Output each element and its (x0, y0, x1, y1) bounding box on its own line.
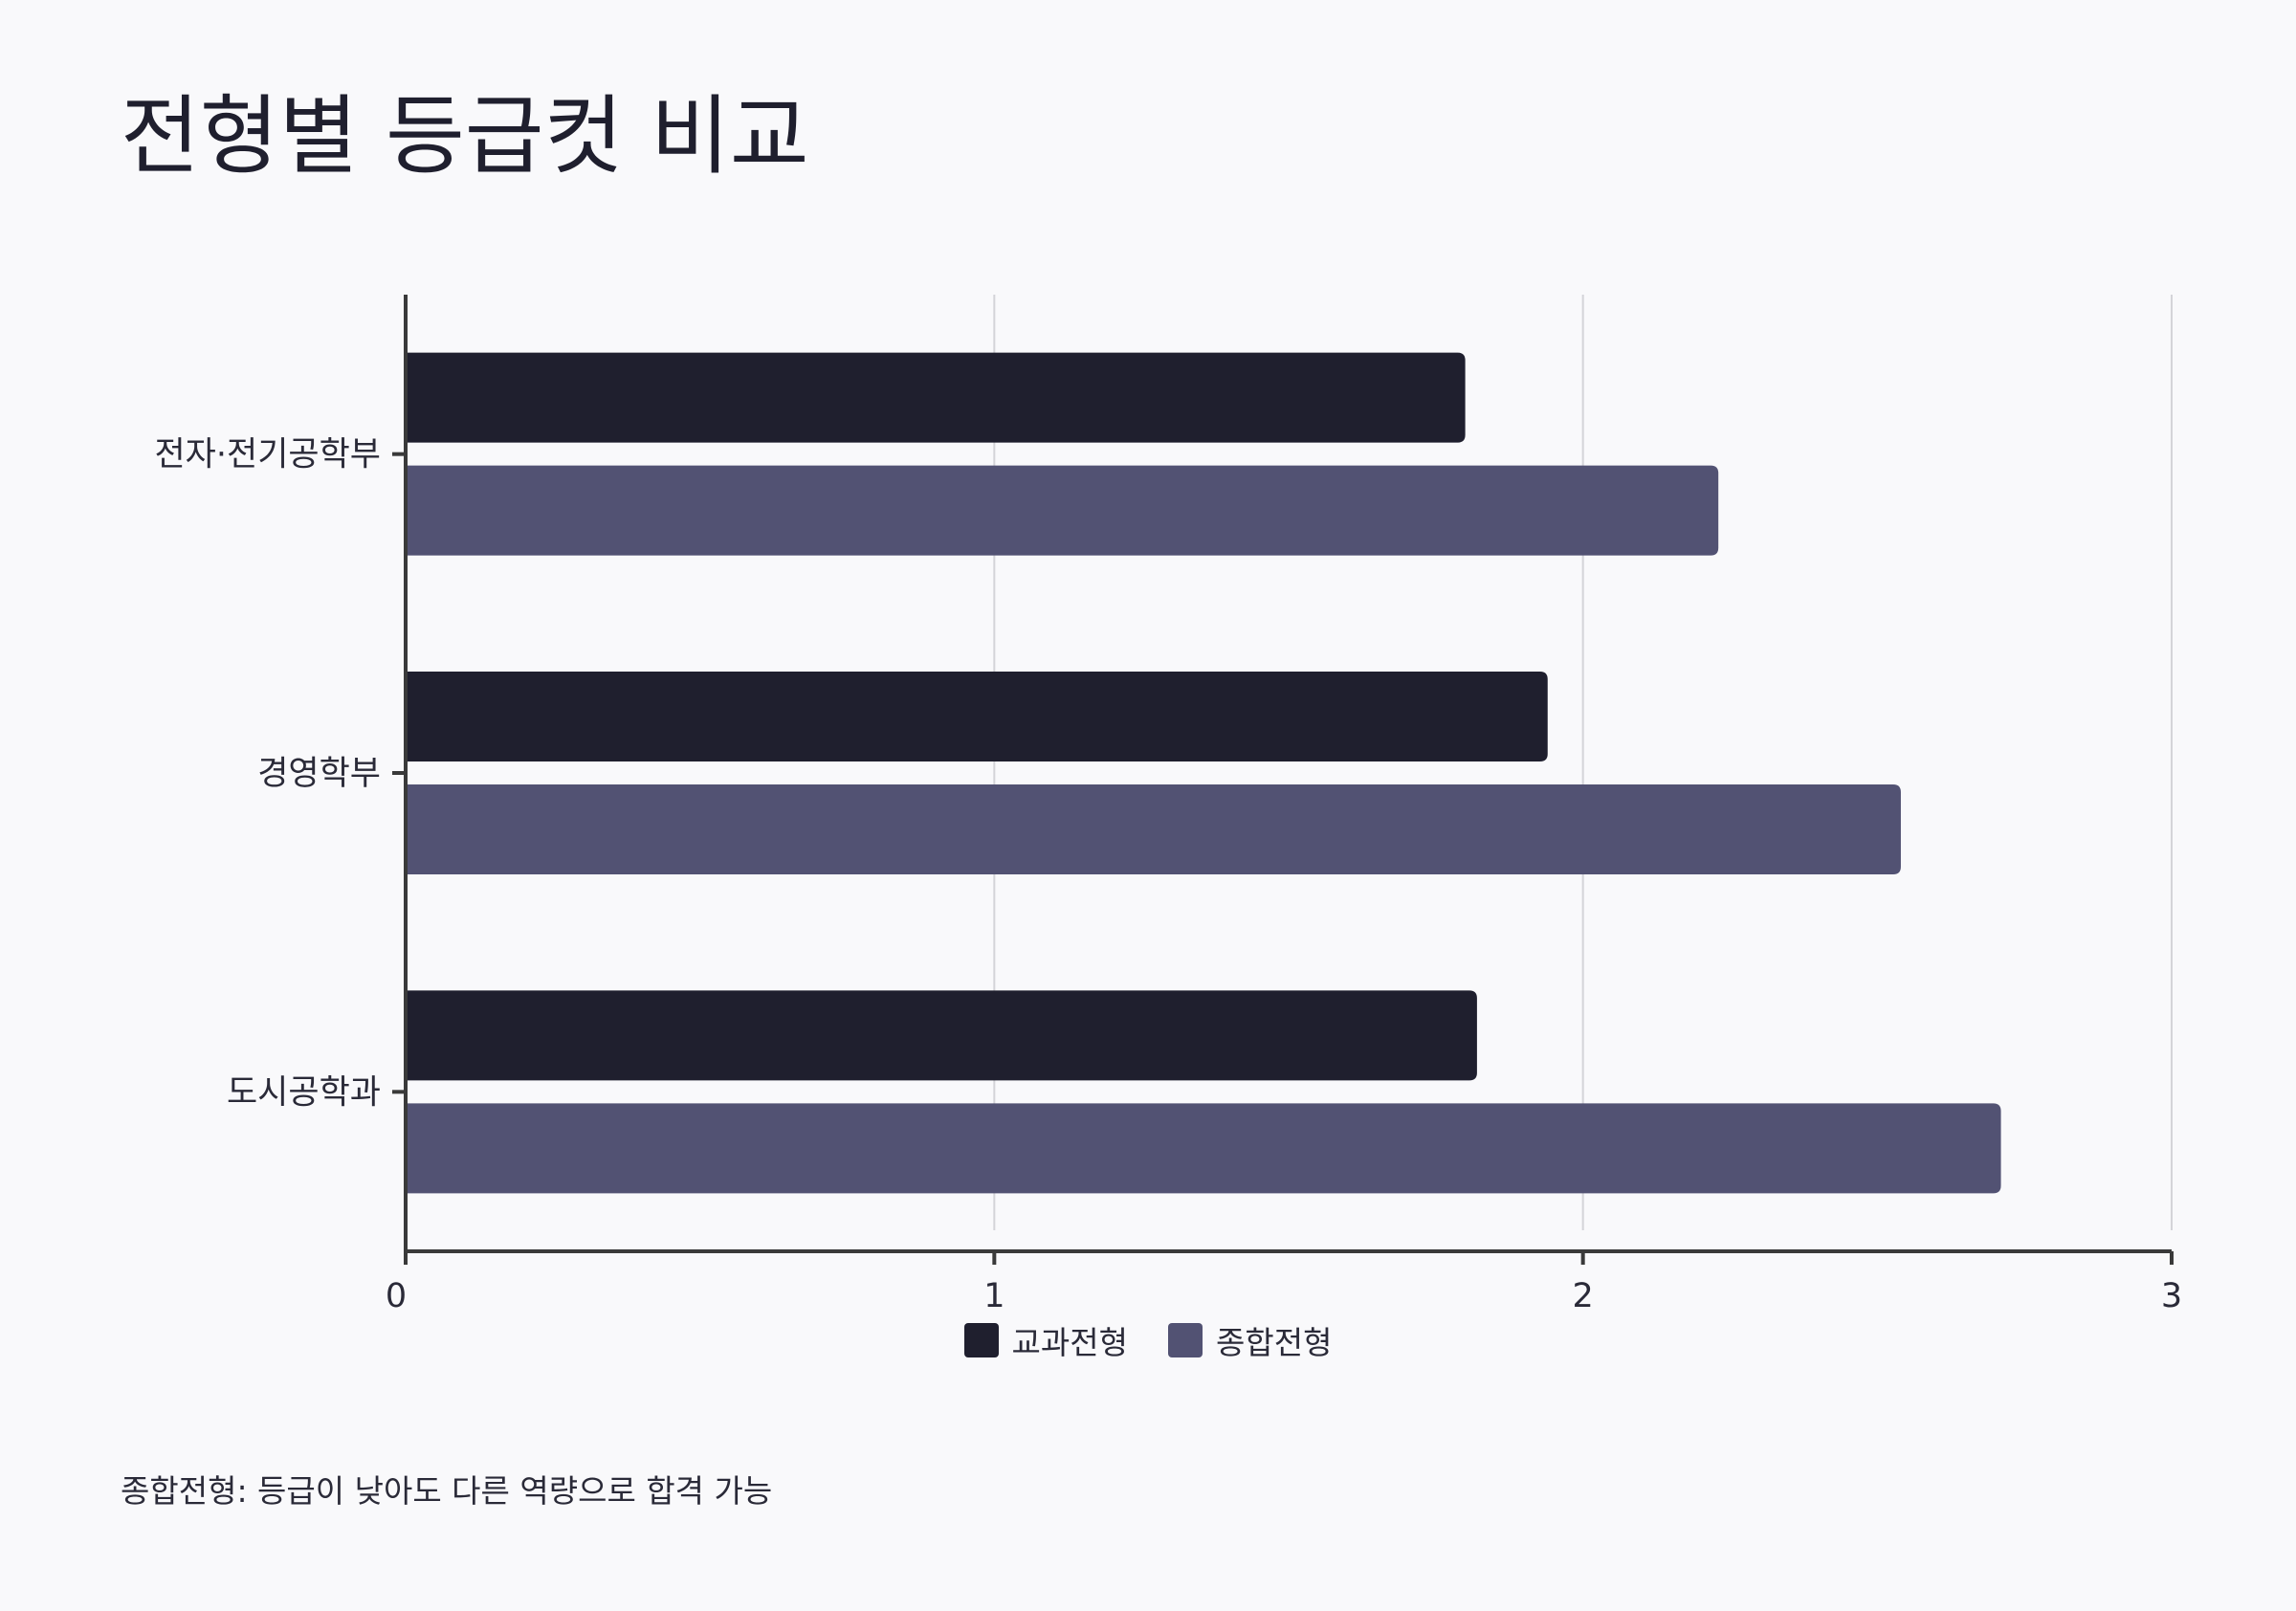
bar-1-series-1 (406, 672, 1548, 761)
legend-label-series-2: 종합전형 (1216, 1324, 1333, 1361)
bar-1-series-2 (406, 784, 1901, 874)
x-tick-label-3: 3 (2161, 1277, 2182, 1315)
bar-0-series-1 (406, 352, 1466, 443)
x-tick-label-0: 0 (386, 1277, 407, 1315)
legend: 교과전형 종합전형 (0, 1317, 2296, 1363)
bars (406, 352, 2001, 1194)
axes (392, 295, 2174, 1265)
category-label-1: 경영학부 (257, 755, 381, 793)
bar-2-series-1 (406, 990, 1477, 1081)
legend-item-series-1: 교과전형 (963, 1317, 1128, 1363)
category-label-0: 전자·전기공학부 (154, 436, 381, 474)
footnote: 종합전형: 등급이 낮아도 다른 역량으로 합격 가능 (121, 1472, 773, 1510)
chart-title: 전형별 등급컷 비교 (121, 86, 809, 187)
category-label-2: 도시공학과 (227, 1073, 381, 1112)
legend-item-series-2: 종합전형 (1168, 1317, 1332, 1363)
legend-swatch-series-2 (1168, 1323, 1203, 1357)
legend-swatch-series-1 (963, 1323, 999, 1357)
x-tick-label-1: 1 (983, 1277, 1004, 1315)
legend-label-series-1: 교과전형 (1011, 1324, 1128, 1361)
bar-2-series-2 (406, 1103, 2001, 1194)
bar-0-series-2 (406, 465, 1719, 556)
x-tick-label-2: 2 (1573, 1277, 1594, 1315)
